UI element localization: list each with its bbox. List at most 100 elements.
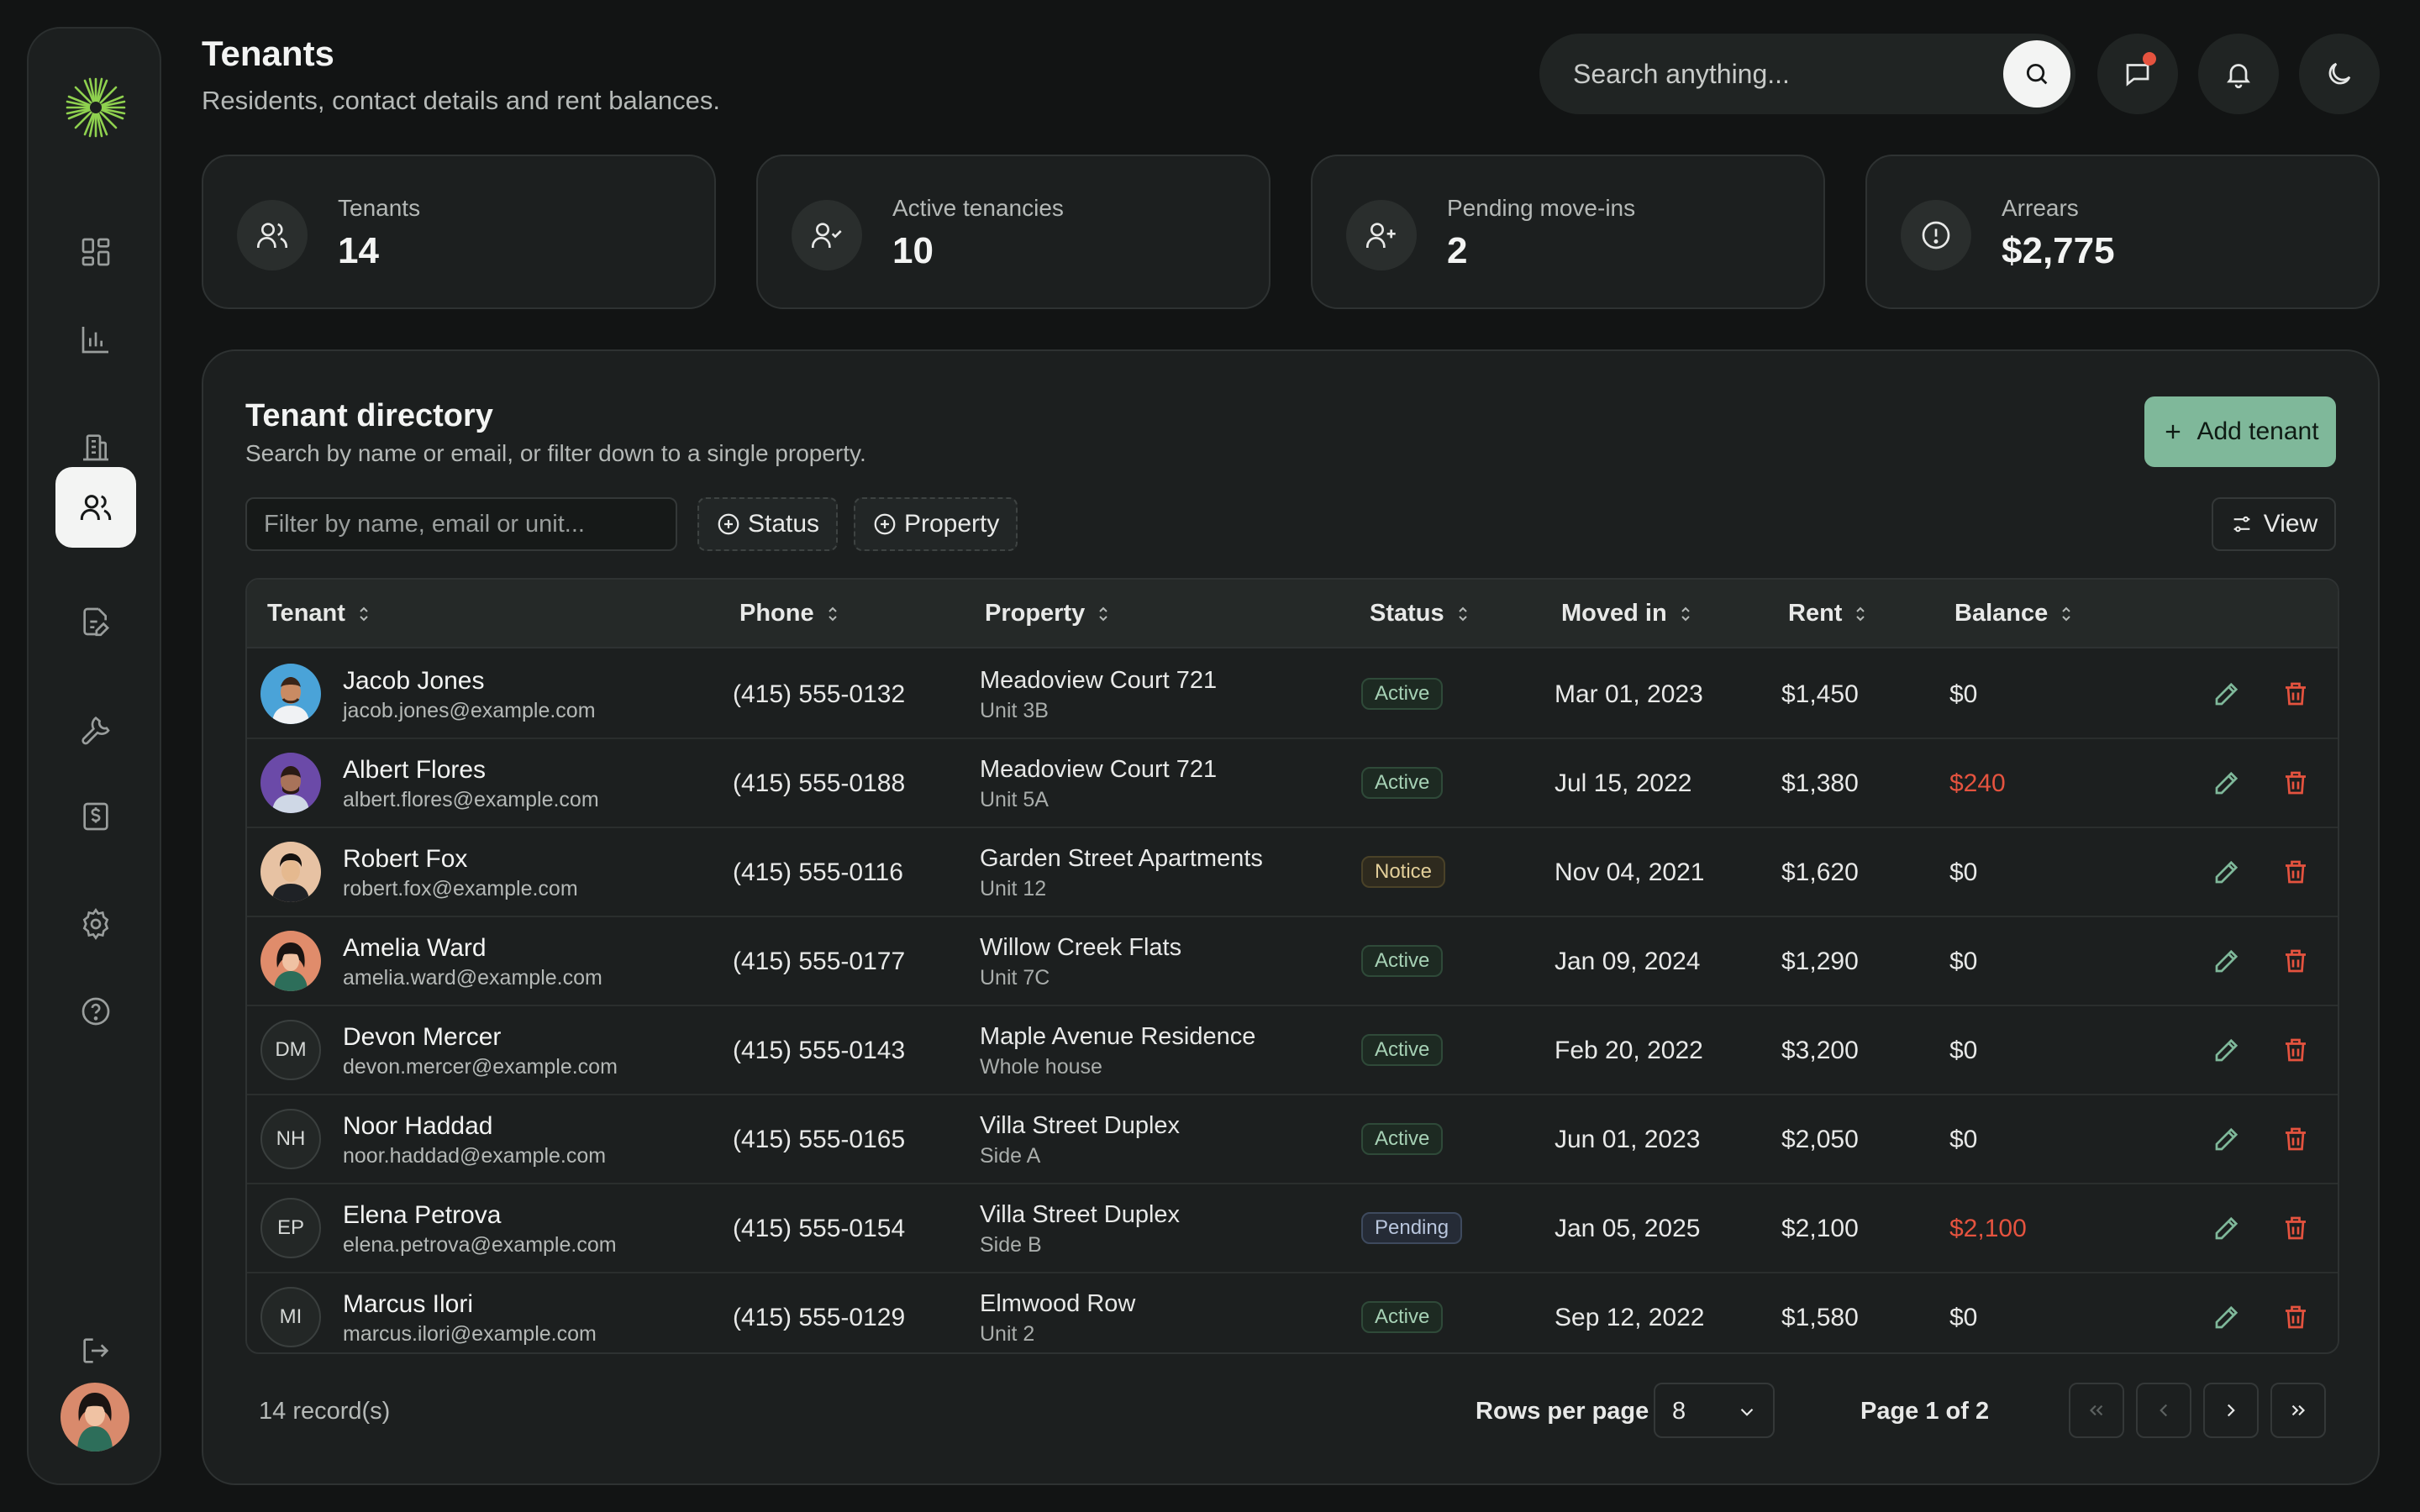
logout-icon [83, 1338, 109, 1363]
nav-analytics[interactable] [55, 299, 136, 380]
delete-button[interactable] [2281, 857, 2311, 887]
view-options-button[interactable]: View [2212, 497, 2336, 551]
column-tenant[interactable]: Tenant [267, 600, 374, 627]
tenant-unit: Unit 7C [980, 966, 1050, 990]
stat-label: Tenants [338, 195, 421, 221]
view-label: View [2263, 510, 2318, 538]
column-status[interactable]: Status [1370, 600, 1473, 627]
tenant-avatar [260, 842, 321, 902]
status-filter-chip[interactable]: Status [697, 497, 839, 551]
nav-properties[interactable] [55, 407, 136, 487]
tenant-avatar [260, 664, 321, 724]
edit-button[interactable] [2212, 1213, 2242, 1243]
tenant-name[interactable]: Amelia Ward [343, 934, 487, 962]
tenant-name[interactable]: Robert Fox [343, 845, 468, 873]
stat-value: 2 [1447, 230, 1468, 271]
next-page-button[interactable] [2203, 1383, 2259, 1438]
delete-button[interactable] [2281, 1302, 2311, 1332]
nav-leases[interactable] [55, 581, 136, 662]
pencil-icon [2215, 1305, 2238, 1329]
tenant-moved-in: Sep 12, 2022 [1555, 1304, 1705, 1331]
pencil-icon [2215, 1038, 2238, 1062]
edit-button[interactable] [2212, 946, 2242, 976]
table-row[interactable]: DM Devon Mercer devon.mercer@example.com… [247, 1006, 2338, 1095]
stat-label: Active tenancies [892, 195, 1064, 221]
tenant-email: devon.mercer@example.com [343, 1055, 618, 1079]
edit-button[interactable] [2212, 1302, 2242, 1332]
tenant-rent: $1,290 [1781, 948, 1859, 975]
nav-payments[interactable] [55, 776, 136, 857]
edit-button[interactable] [2212, 768, 2242, 798]
rows-per-page-select[interactable]: 8 [1654, 1383, 1775, 1438]
pencil-icon [2215, 771, 2238, 795]
table-row[interactable]: MI Marcus Ilori marcus.ilori@example.com… [247, 1273, 2338, 1352]
trash-icon [2286, 1305, 2306, 1329]
column-label: Property [985, 600, 1086, 627]
first-page-button[interactable] [2069, 1383, 2124, 1438]
table-row[interactable]: EP Elena Petrova elena.petrova@example.c… [247, 1184, 2338, 1273]
tenant-property: Villa Street Duplex [980, 1201, 1181, 1228]
column-label: Phone [739, 600, 814, 627]
tenant-moved-in: Jan 09, 2024 [1555, 948, 1701, 975]
tenant-name[interactable]: Marcus Ilori [343, 1290, 474, 1318]
column-balance[interactable]: Balance [1954, 600, 2076, 627]
stat-value: 10 [892, 230, 934, 271]
nav-dashboard[interactable] [55, 212, 136, 292]
table-row[interactable]: Robert Fox robert.fox@example.com (415) … [247, 828, 2338, 917]
theme-toggle-button[interactable] [2299, 34, 2380, 114]
alert-circle-icon [1901, 200, 1971, 270]
status-badge: Active [1361, 767, 1444, 799]
global-search[interactable]: Search anything... [1539, 34, 2075, 114]
nav-settings[interactable] [55, 884, 136, 964]
tenant-name[interactable]: Jacob Jones [343, 667, 485, 695]
directory-subtitle: Search by name or email, or filter down … [245, 440, 866, 466]
add-tenant-button[interactable]: Add tenant [2144, 396, 2336, 467]
tenant-rent: $1,450 [1781, 680, 1859, 708]
tenant-balance: $0 [1949, 1304, 1978, 1331]
prev-page-button[interactable] [2136, 1383, 2191, 1438]
delete-button[interactable] [2281, 768, 2311, 798]
notifications-button[interactable] [2198, 34, 2279, 114]
tenant-name[interactable]: Elena Petrova [343, 1201, 502, 1229]
tenant-directory-panel: Tenant directory Search by name or email… [202, 349, 2380, 1485]
table-row[interactable]: NH Noor Haddad noor.haddad@example.com (… [247, 1095, 2338, 1184]
delete-button[interactable] [2281, 946, 2311, 976]
trash-icon [2286, 1216, 2306, 1240]
delete-button[interactable] [2281, 1035, 2311, 1065]
property-filter-chip[interactable]: Property [854, 497, 1018, 551]
search-button[interactable] [2003, 40, 2070, 108]
tenant-property: Villa Street Duplex [980, 1112, 1181, 1139]
column-property[interactable]: Property [985, 600, 1113, 627]
column-rent[interactable]: Rent [1788, 600, 1870, 627]
column-phone[interactable]: Phone [739, 600, 843, 627]
filter-input[interactable]: Filter by name, email or unit... [245, 497, 677, 551]
delete-button[interactable] [2281, 679, 2311, 709]
tenant-name[interactable]: Devon Mercer [343, 1023, 502, 1051]
status-chip-label: Status [748, 510, 820, 538]
search-input[interactable]: Search anything... [1573, 59, 1790, 89]
pencil-icon [2215, 1216, 2238, 1240]
edit-button[interactable] [2212, 679, 2242, 709]
last-page-button[interactable] [2270, 1383, 2326, 1438]
logo-icon[interactable] [62, 74, 129, 141]
user-avatar[interactable] [60, 1383, 129, 1452]
tenant-avatar: NH [260, 1109, 321, 1169]
nav-logout[interactable] [55, 1310, 136, 1391]
sort-icon [2062, 606, 2070, 621]
edit-button[interactable] [2212, 1035, 2242, 1065]
tenant-name[interactable]: Albert Flores [343, 756, 487, 784]
edit-button[interactable] [2212, 1124, 2242, 1154]
messages-button[interactable] [2097, 34, 2178, 114]
nav-maintenance[interactable] [55, 689, 136, 769]
nav-tenants[interactable] [55, 467, 136, 548]
column-moved-in[interactable]: Moved in [1561, 600, 1696, 627]
table-row[interactable]: Albert Flores albert.flores@example.com … [247, 739, 2338, 828]
table-row[interactable]: Jacob Jones jacob.jones@example.com (415… [247, 650, 2338, 739]
delete-button[interactable] [2281, 1124, 2311, 1154]
delete-button[interactable] [2281, 1213, 2311, 1243]
tenant-name[interactable]: Noor Haddad [343, 1112, 493, 1140]
table-row[interactable]: Amelia Ward amelia.ward@example.com (415… [247, 917, 2338, 1006]
edit-button[interactable] [2212, 857, 2242, 887]
nav-help[interactable] [55, 971, 136, 1052]
tenant-phone: (415) 555-0177 [733, 948, 906, 975]
